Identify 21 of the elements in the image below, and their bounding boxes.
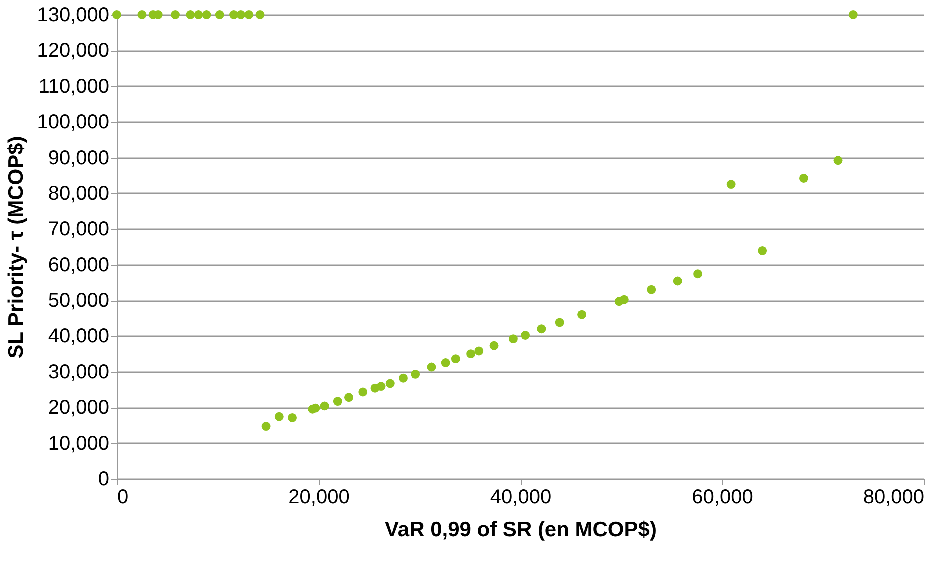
x-axis-title: VaR 0,99 of SR (en MCOP$) — [385, 518, 657, 542]
y-tick-label: 120,000 — [37, 40, 110, 62]
y-tick-label: 130,000 — [37, 4, 110, 26]
y-tick-label: 10,000 — [48, 432, 110, 455]
y-tick-label: 90,000 — [48, 147, 110, 170]
x-tick-label: 40,000 — [490, 486, 552, 508]
y-tick-label: 40,000 — [48, 326, 110, 348]
y-tick-label: 0 — [98, 468, 110, 490]
x-tick-label: 0 — [118, 486, 129, 508]
y-tick-label: 60,000 — [48, 254, 110, 276]
x-tick-label: 20,000 — [288, 486, 350, 508]
y-tick-label: 70,000 — [48, 218, 110, 241]
y-tick-label: 110,000 — [38, 76, 110, 98]
x-tick-label: 60,000 — [692, 486, 754, 508]
y-tick-label: 30,000 — [48, 361, 110, 384]
y-tick-label: 50,000 — [48, 290, 110, 312]
y-axis-title: SL Priority- τ (MCOP$) — [5, 136, 28, 359]
y-tick-label: 80,000 — [48, 182, 110, 205]
y-tick-label: 20,000 — [48, 397, 110, 420]
y-tick-label: 100,000 — [37, 112, 110, 134]
x-tick-label: 80,000 — [863, 486, 924, 508]
